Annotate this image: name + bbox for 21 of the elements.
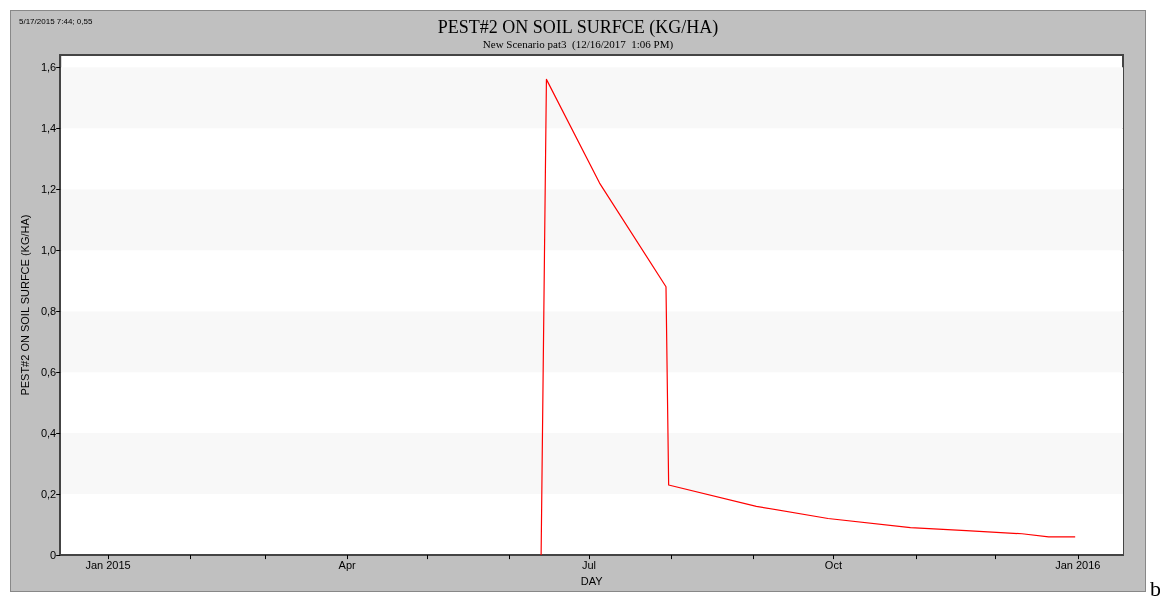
text: b: [1150, 576, 1160, 602]
line-series: [540, 78, 1076, 556]
y-axis-title: PEST#2 ON SOIL SURFCE (KG/HA): [18, 214, 31, 396]
y-tick-label: 1,6: [40, 61, 57, 74]
chart-title: PEST#2 ON SOIL SURFCE (KG/HA): [437, 17, 719, 38]
y-tick-label: 0,2: [40, 488, 57, 501]
x-tick-label: Oct: [824, 558, 842, 571]
chart-subtitle: New Scenario pat3 (12/16/2017 1:06 PM): [482, 37, 674, 51]
y-tick-label: 0: [50, 549, 57, 562]
y-tick-label: 0,8: [40, 305, 57, 318]
y-tick-label: 0,4: [40, 427, 57, 440]
y-tick-label: 1,0: [40, 244, 57, 257]
y-tick-label: 0,6: [40, 366, 57, 379]
text: 5/17/2015 7:44; 0,55: [19, 16, 93, 26]
x-tick-label: Apr: [338, 558, 357, 571]
x-tick-label: Jan 2016: [1055, 558, 1101, 571]
y-tick-label: 1,2: [40, 183, 57, 196]
x-tick-label: Jul: [581, 558, 596, 571]
x-axis-title: DAY: [580, 574, 604, 587]
y-tick-label: 1,4: [40, 122, 57, 135]
x-tick-label: Jan 2015: [85, 558, 131, 571]
